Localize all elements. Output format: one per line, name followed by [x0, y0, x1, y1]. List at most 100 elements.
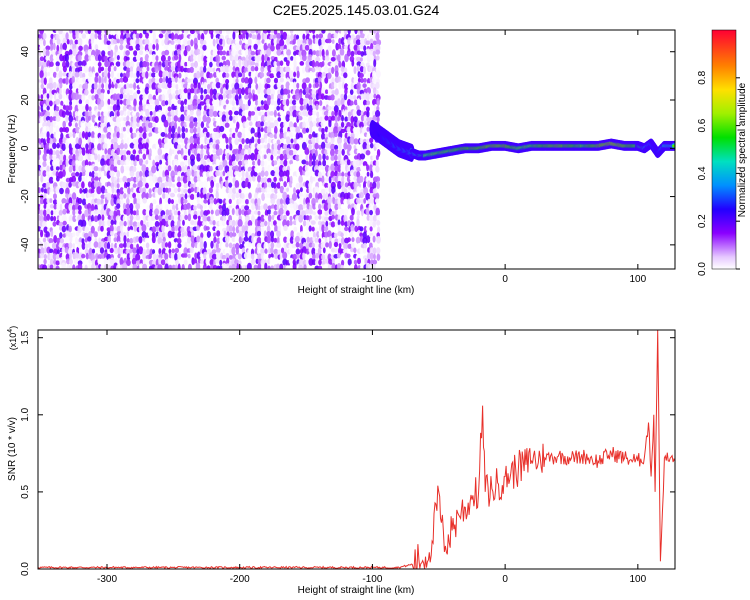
heatmap-noise-cell — [55, 260, 60, 266]
heatmap-noise-cell — [132, 73, 138, 79]
heatmap-noise-cell — [152, 94, 157, 101]
heatmap-noise-cell — [39, 45, 45, 51]
heatmap-noise-cell — [180, 196, 184, 205]
heatmap-noise-cell — [131, 257, 137, 266]
heatmap-noise-cell — [43, 204, 47, 209]
heatmap-noise-cell — [295, 248, 301, 255]
heatmap-noise-cell — [62, 208, 67, 215]
heatmap-noise-cell — [52, 137, 57, 143]
heatmap-noise-cell — [160, 132, 166, 137]
heatmap-noise-cell — [184, 149, 188, 155]
heatmap-noise-cell — [126, 215, 131, 221]
heatmap-noise-cell — [344, 109, 348, 117]
heatmap-noise-cell — [250, 61, 256, 66]
heatmap-noise-cell — [125, 120, 131, 128]
heatmap-noise-cell — [186, 202, 191, 210]
heatmap-noise-cell — [257, 95, 262, 100]
heatmap-noise-cell — [215, 54, 221, 63]
heatmap-noise-cell — [203, 72, 207, 79]
heatmap-noise-cell — [138, 126, 144, 134]
heatmap-noise-cell — [161, 225, 165, 233]
heatmap-noise-cell — [206, 248, 211, 255]
heatmap-noise-cell — [199, 136, 204, 146]
heatmap-noise-cell — [107, 30, 111, 35]
heatmap-noise-cell — [52, 71, 57, 78]
heatmap-noise-cell — [267, 142, 271, 149]
heatmap-noise-cell — [247, 225, 253, 233]
heatmap-noise-cell — [337, 224, 341, 232]
heatmap-noise-cell — [347, 72, 352, 78]
heatmap-noise-cell — [199, 131, 204, 138]
heatmap-noise-cell — [299, 187, 303, 193]
heatmap-noise-cell — [179, 193, 185, 200]
heatmap-noise-cell — [372, 220, 377, 228]
heatmap-noise-cell — [103, 171, 107, 177]
heatmap-noise-cell — [159, 143, 163, 149]
heatmap-noise-cell — [242, 198, 246, 204]
heatmap-noise-cell — [129, 142, 135, 149]
heatmap-noise-cell — [215, 191, 219, 200]
heatmap-noise-cell — [87, 115, 91, 121]
heatmap-noise-cell — [228, 255, 233, 260]
heatmap-noise-cell — [154, 220, 160, 228]
heatmap-noise-cell — [238, 197, 242, 204]
heatmap-noise-cell — [181, 126, 186, 133]
heatmap-noise-cell — [106, 192, 112, 201]
heatmap-noise-cell — [193, 54, 197, 61]
heatmap-noise-cell — [279, 77, 285, 83]
heatmap-noise-cell — [39, 38, 44, 45]
heatmap-noise-cell — [104, 44, 108, 53]
heatmap-noise-cell — [109, 49, 114, 58]
heatmap-noise-cell — [254, 66, 259, 72]
heatmap-noise-cell — [176, 181, 182, 188]
heatmap-noise-cell — [74, 252, 80, 260]
heatmap-noise-cell — [266, 77, 271, 84]
heatmap-noise-cell — [106, 40, 111, 46]
heatmap-noise-cell — [293, 226, 298, 232]
heatmap-noise-cell — [151, 137, 157, 145]
heatmap-noise-cell — [347, 237, 351, 243]
heatmap-noise-cell — [77, 241, 83, 249]
heatmap-noise-cell — [97, 230, 103, 239]
heatmap-noise-cell — [91, 170, 95, 179]
heatmap-noise-cell — [333, 241, 339, 248]
heatmap-noise-cell — [152, 253, 157, 262]
heatmap-noise-cell — [46, 149, 50, 154]
heatmap-noise-cell — [96, 209, 102, 215]
heatmap-noise-cell — [234, 132, 239, 140]
heatmap-noise-cell — [109, 210, 115, 216]
heatmap-noise-cell — [324, 121, 329, 127]
heatmap-noise-cell — [253, 115, 258, 122]
heatmap-noise-cell — [324, 216, 329, 221]
heatmap-noise-cell — [292, 81, 297, 90]
heatmap-noise-cell — [183, 38, 188, 46]
heatmap-noise-cell — [302, 54, 307, 62]
heatmap-noise-cell — [128, 83, 134, 89]
heatmap-noise-cell — [315, 56, 321, 62]
heatmap-noise-cell — [372, 30, 377, 34]
heatmap-noise-cell — [81, 105, 86, 111]
heatmap-noise-cell — [58, 30, 63, 35]
heatmap-noise-cell — [42, 183, 47, 188]
heatmap-noise-cell — [152, 199, 157, 205]
heatmap-noise-cell — [325, 89, 329, 94]
heatmap-noise-cell — [39, 70, 44, 79]
heatmap-noise-cell — [126, 177, 131, 183]
heatmap-noise-cell — [109, 57, 115, 62]
heatmap-noise-cell — [96, 98, 102, 106]
heatmap-noise-cell — [55, 253, 60, 260]
heatmap-noise-cell — [318, 214, 322, 220]
heatmap-noise-cell — [152, 174, 158, 184]
heatmap-noise-cell — [151, 243, 157, 249]
heatmap-noise-cell — [261, 209, 266, 214]
heatmap-noise-cell — [190, 78, 194, 84]
heatmap-noise-cell — [42, 103, 47, 112]
heatmap-noise-cell — [171, 45, 175, 51]
heatmap-noise-cell — [190, 158, 195, 167]
heatmap-noise-cell — [150, 216, 156, 221]
heatmap-noise-cell — [65, 158, 69, 167]
heatmap-noise-cell — [325, 155, 329, 161]
heatmap-noise-cell — [122, 175, 127, 183]
heatmap-noise-cell — [103, 69, 108, 79]
